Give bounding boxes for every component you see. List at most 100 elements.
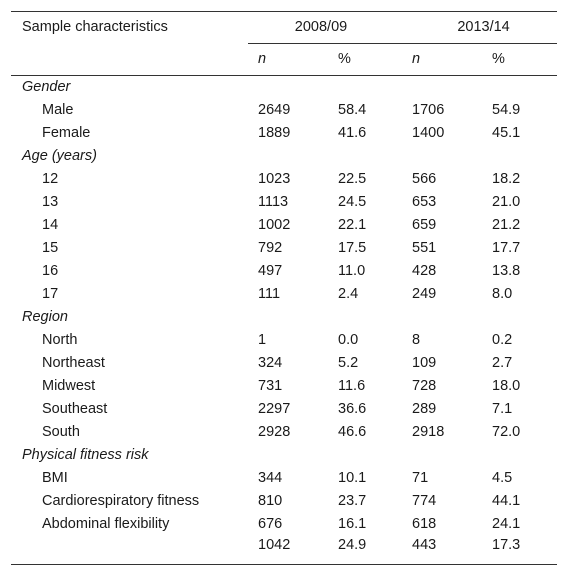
- cell-n-2013-14: 71: [412, 469, 429, 486]
- cell-n-2008-09: 1889: [258, 124, 291, 141]
- table-row: Northeast 324 5.2 109 2.7: [11, 352, 557, 375]
- table-row: 13 1113 24.5 653 21.0: [11, 191, 557, 214]
- row-label: Cardiorespiratory fitness: [42, 492, 200, 509]
- cell-n-2013-14: 728: [412, 377, 437, 394]
- cell-pct-2013-14: 18.2: [492, 170, 521, 187]
- cell-n-2008-09: 731: [258, 377, 283, 394]
- cell-pct-2008-09: 16.1: [338, 515, 367, 532]
- cell-n-2008-09: 1002: [258, 216, 291, 233]
- cell-pct-2013-14: 8.0: [492, 285, 513, 302]
- cell-pct-2013-14: 44.1: [492, 492, 521, 509]
- header-year-2013-14: 2013/14: [402, 11, 558, 44]
- table-row: Female 1889 41.6 1400 45.1: [11, 122, 557, 145]
- cell-pct-2008-09: 24.9: [328, 536, 403, 565]
- cell-n-2008-09: 497: [258, 262, 283, 279]
- group-title: Region: [22, 308, 68, 325]
- cell-n-2008-09: 1113: [258, 193, 289, 210]
- table-row: Abdominal flexibility 676 16.1 618 24.1: [11, 513, 557, 536]
- table-row: Midwest 731 11.6 728 18.0: [11, 375, 557, 398]
- row-label: 15: [42, 239, 59, 256]
- group-title: Age (years): [22, 147, 97, 164]
- cell-n-2008-09: 111: [258, 285, 281, 302]
- cell-n-2013-14: 1400: [412, 124, 445, 141]
- cell-n-2008-09: 792: [258, 239, 283, 256]
- cell-pct-2008-09: 46.6: [338, 423, 367, 440]
- group-row: Region: [11, 306, 557, 329]
- cell-pct-2008-09: 23.7: [338, 492, 367, 509]
- cell-pct-2013-14: 17.3: [482, 536, 558, 565]
- group-row: Gender: [11, 76, 557, 100]
- cell-n-2013-14: 774: [412, 492, 437, 509]
- cell-pct-2013-14: 18.0: [492, 377, 521, 394]
- cell-n-2008-09: 2649: [258, 101, 291, 118]
- cell-n-2013-14: 2918: [412, 423, 445, 440]
- cell-pct-2013-14: 13.8: [492, 262, 521, 279]
- header-n-2008-09: n: [248, 43, 328, 76]
- cell-n-2013-14: 659: [412, 216, 437, 233]
- cell-n-2008-09: 2928: [258, 423, 291, 440]
- cell-n-2013-14: 443: [402, 536, 483, 565]
- row-label: BMI: [42, 469, 68, 486]
- cell-pct-2013-14: 21.2: [492, 216, 521, 233]
- cell-pct-2013-14: 17.7: [492, 239, 521, 256]
- row-label: North: [42, 331, 78, 348]
- row-label: Midwest: [42, 377, 96, 394]
- cell-pct-2013-14: 2.7: [492, 354, 513, 371]
- cell-pct-2008-09: 58.4: [338, 101, 367, 118]
- cell-pct-2008-09: 10.1: [338, 469, 367, 486]
- cell-n-2008-09: 1042: [248, 536, 328, 565]
- table-row: South 2928 46.6 2918 72.0: [11, 421, 557, 444]
- table-header: Sample characteristics 2008/09 2013/14 n…: [11, 11, 558, 76]
- row-label: 12: [42, 170, 59, 187]
- cell-pct-2013-14: 4.5: [492, 469, 513, 486]
- cell-n-2008-09: 1: [258, 331, 267, 348]
- row-label: Female: [42, 124, 91, 141]
- row-label: 14: [42, 216, 59, 233]
- header-year-2008-09: 2008/09: [248, 11, 403, 44]
- cell-pct-2013-14: 7.1: [492, 400, 513, 417]
- cell-n-2013-14: 8: [412, 331, 421, 348]
- cell-pct-2008-09: 41.6: [338, 124, 367, 141]
- cell-pct-2013-14: 21.0: [492, 193, 521, 210]
- table-body: Gender Male 2649 58.4 1706 54.9 Female 1889 41.6…: [11, 76, 558, 565]
- cell-pct-2008-09: 36.6: [338, 400, 367, 417]
- row-label: 17: [42, 285, 59, 302]
- cell-pct-2008-09: 11.0: [338, 262, 366, 279]
- cell-pct-2008-09: 22.1: [338, 216, 367, 233]
- table-row: 12 1023 22.5 566 18.2: [11, 168, 557, 191]
- cell-n-2013-14: 249: [412, 285, 437, 302]
- cell-n-2013-14: 551: [412, 239, 437, 256]
- cell-n-2013-14: 289: [412, 400, 437, 417]
- cell-n-2013-14: 109: [412, 354, 437, 371]
- cell-n-2008-09: 344: [258, 469, 283, 486]
- row-label: 16: [42, 262, 59, 279]
- cell-n-2013-14: 428: [412, 262, 437, 279]
- header-n-2013-14: n: [402, 43, 483, 76]
- cell-pct-2013-14: 24.1: [492, 515, 521, 532]
- row-label: Northeast: [42, 354, 105, 371]
- cell-pct-2008-09: 5.2: [338, 354, 359, 371]
- sample-characteristics-table-container: Sample characteristics 2008/09 2013/14 n…: [11, 11, 558, 565]
- cell-pct-2013-14: 45.1: [492, 124, 521, 141]
- row-label: 13: [42, 193, 59, 210]
- cell-pct-2008-09: 0.0: [338, 331, 359, 348]
- cell-n-2013-14: 1706: [412, 101, 445, 118]
- table-row: Southeast 2297 36.6 289 7.1: [11, 398, 557, 421]
- row-label: Male: [42, 101, 74, 118]
- cell-pct-2013-14: 0.2: [492, 331, 513, 348]
- cell-pct-2008-09: 11.6: [338, 377, 366, 394]
- table-row: Male 2649 58.4 1706 54.9: [11, 99, 557, 122]
- header-empty-cell: [11, 43, 248, 76]
- group-row: Physical fitness risk: [11, 444, 557, 467]
- header-row-subcolumns: n % n %: [11, 43, 558, 76]
- cell-n-2013-14: 653: [412, 193, 437, 210]
- group-title: Gender: [22, 78, 71, 95]
- group-title: Physical fitness risk: [22, 446, 149, 463]
- cell-n-2008-09: 2297: [258, 400, 291, 417]
- row-label: [11, 536, 248, 565]
- cell-pct-2013-14: 54.9: [492, 101, 521, 118]
- cell-pct-2008-09: 2.4: [338, 285, 359, 302]
- cell-n-2013-14: 566: [412, 170, 437, 187]
- cell-pct-2008-09: 24.5: [338, 193, 367, 210]
- row-label: South: [42, 423, 80, 440]
